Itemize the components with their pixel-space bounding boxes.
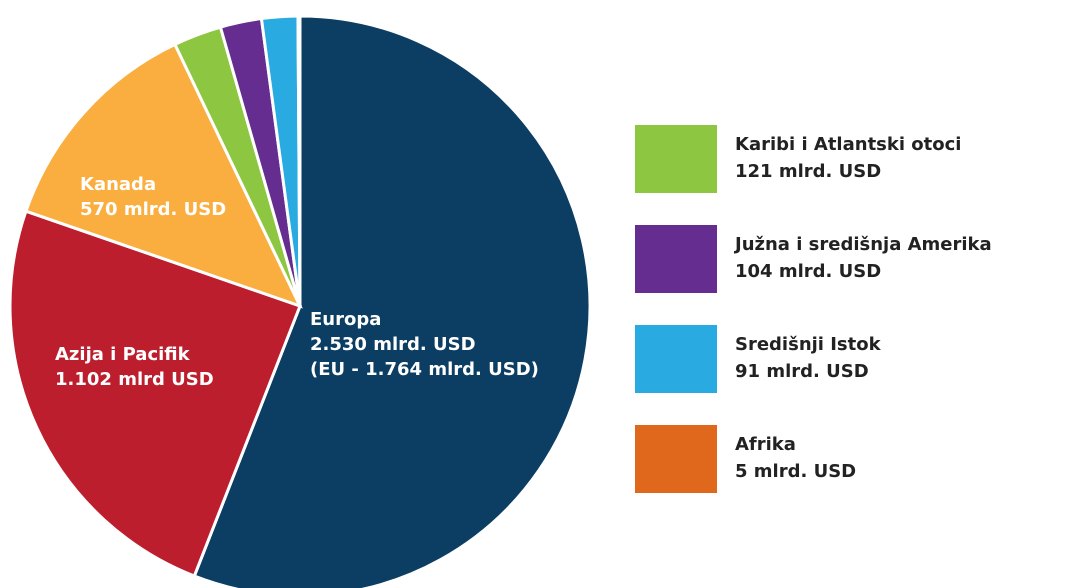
legend-label: Afrika <box>735 434 796 455</box>
legend-value-label: 5 mlrd. USD <box>735 461 856 482</box>
legend-swatch <box>635 325 717 393</box>
pie-slice <box>296 14 302 307</box>
legend-value-label: 121 mlrd. USD <box>735 161 881 182</box>
legend-label: Karibi i Atlantski otoci <box>735 134 961 155</box>
legend-value-label: 104 mlrd. USD <box>735 261 881 282</box>
pie-slice <box>8 209 302 579</box>
annotation: (EU - 1.764 mlrd. USD) <box>310 359 539 380</box>
legend-label: Južna i središnja Amerika <box>733 234 992 255</box>
slice-value-label: 570 mlrd. USD <box>80 199 226 220</box>
pie-slice <box>192 14 592 588</box>
legend-swatch <box>635 125 717 193</box>
slice-label: Europa <box>310 309 381 330</box>
slice-label: Azija i Pacifik <box>55 344 191 365</box>
pie-slice <box>24 42 303 309</box>
legend-swatch <box>635 225 717 293</box>
slice-label: Kanada <box>80 174 156 195</box>
slice-value-label: 2.530 mlrd. USD <box>310 334 476 355</box>
legend-swatch <box>635 425 717 493</box>
legend-label: Središnji Istok <box>735 334 882 355</box>
slice-value-label: 1.102 mlrd USD <box>55 369 214 390</box>
legend-value-label: 91 mlrd. USD <box>735 361 869 382</box>
